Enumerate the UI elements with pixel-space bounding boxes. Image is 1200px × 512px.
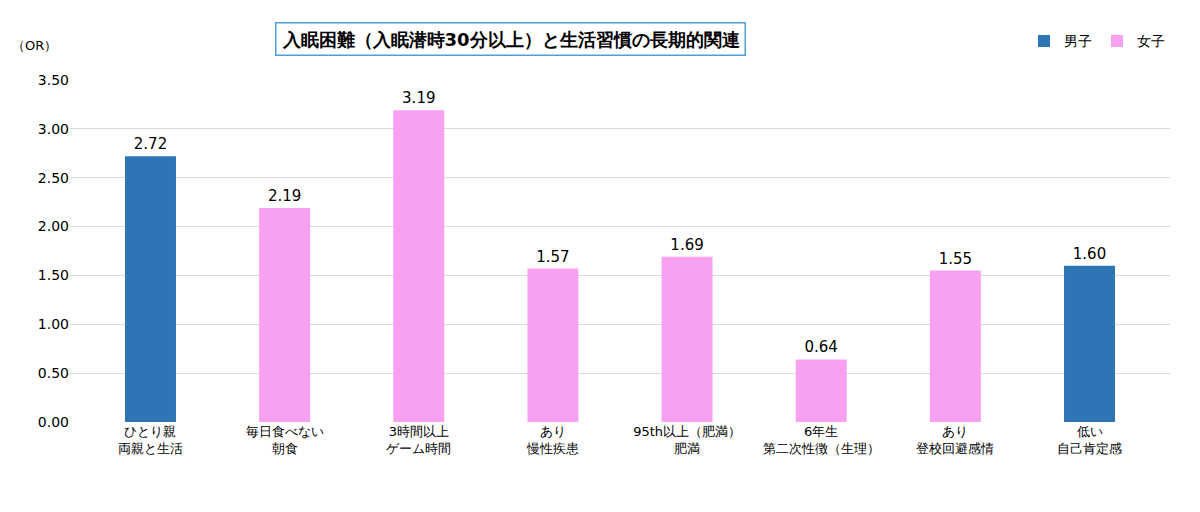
svg-text:低い自己肯定感: 低い自己肯定感 (1057, 424, 1122, 456)
svg-text:3.00: 3.00 (38, 121, 69, 137)
svg-text:2.50: 2.50 (38, 170, 69, 186)
svg-text:入眠困難（入眠潜時30分以上）と生活習慣の長期的関連: 入眠困難（入眠潜時30分以上）と生活習慣の長期的関連 (282, 29, 740, 50)
svg-text:3.50: 3.50 (38, 72, 69, 88)
svg-text:2.19: 2.19 (268, 187, 301, 205)
svg-text:3.19: 3.19 (402, 89, 435, 107)
svg-text:2.00: 2.00 (38, 218, 69, 234)
svg-text:あり慢性疾患: あり慢性疾患 (526, 424, 579, 456)
svg-text:2.72: 2.72 (134, 135, 167, 153)
svg-text:6年生第二次性徴（生理）: 6年生第二次性徴（生理） (763, 424, 880, 456)
svg-text:1.57: 1.57 (536, 248, 569, 266)
svg-text:あり登校回避感情: あり登校回避感情 (916, 424, 994, 456)
svg-text:1.60: 1.60 (1073, 245, 1106, 263)
svg-text:1.55: 1.55 (939, 250, 972, 268)
svg-text:0.64: 0.64 (805, 338, 838, 356)
svg-text:95th以上（肥満）肥満: 95th以上（肥満）肥満 (633, 424, 741, 456)
svg-text:0.00: 0.00 (38, 414, 69, 430)
svg-text:3時間以上ゲーム時間: 3時間以上ゲーム時間 (386, 424, 451, 456)
svg-text:毎日食べない朝食: 毎日食べない朝食 (246, 424, 324, 456)
svg-text:1.50: 1.50 (38, 267, 69, 283)
svg-text:1.00: 1.00 (38, 316, 69, 332)
svg-text:女子: 女子 (1137, 33, 1165, 49)
svg-text:0.50: 0.50 (38, 365, 69, 381)
svg-text:（OR）: （OR） (12, 38, 57, 53)
svg-text:ひとり親両親と生活: ひとり親両親と生活 (118, 424, 183, 456)
svg-text:1.69: 1.69 (670, 236, 703, 254)
svg-text:男子: 男子 (1064, 33, 1092, 49)
